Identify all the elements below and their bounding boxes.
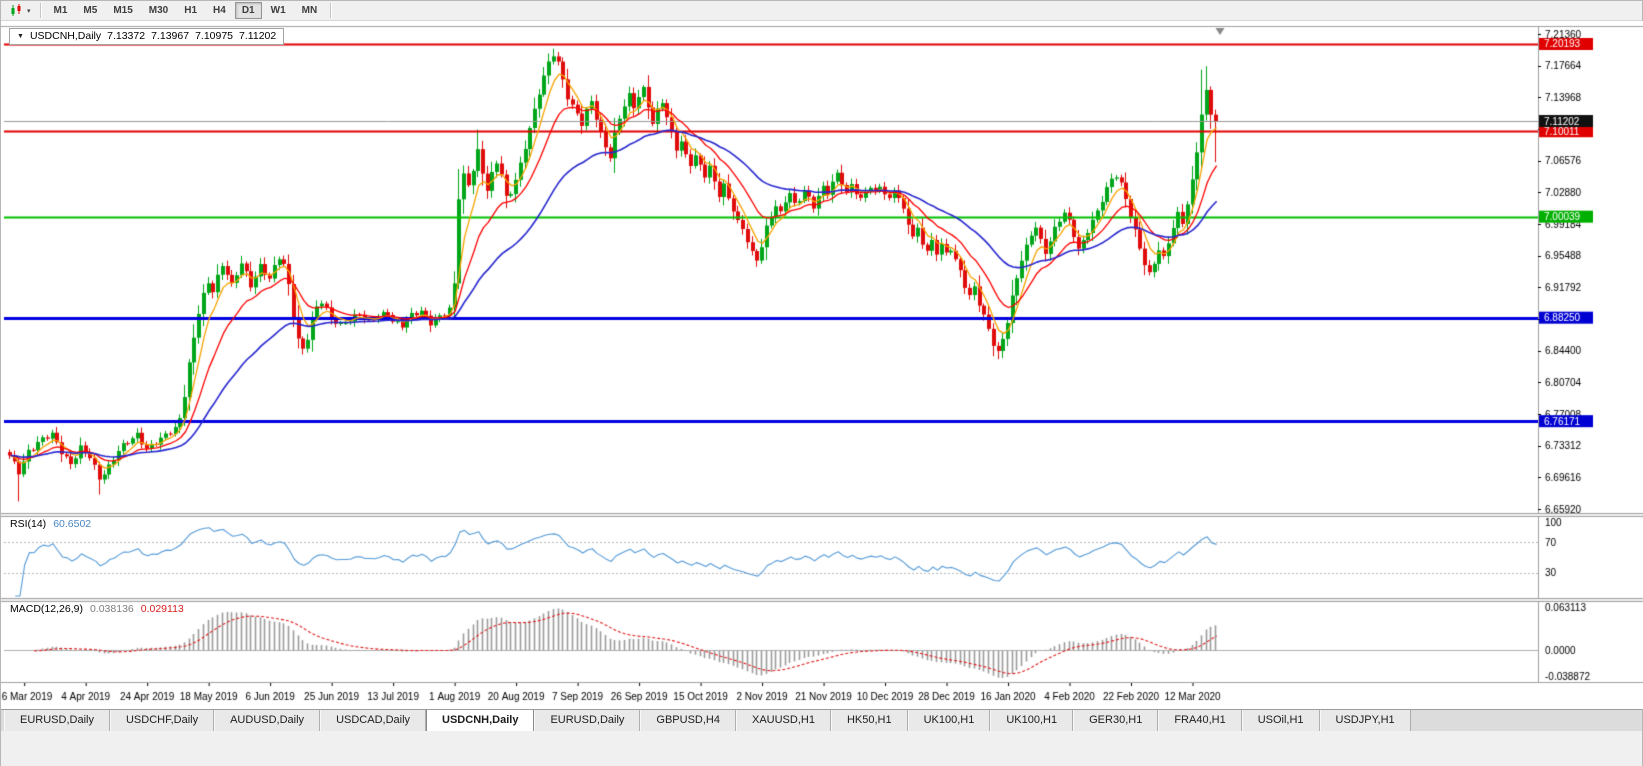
- macd-main-value: 0.038136: [89, 603, 134, 615]
- close-value: 7.11202: [239, 30, 277, 42]
- chart-tab[interactable]: EURUSD,Daily: [534, 710, 641, 731]
- open-value: 7.13372: [107, 30, 146, 42]
- rsi-value: 60.6502: [53, 518, 92, 530]
- timeframe-button[interactable]: M5: [76, 2, 104, 19]
- rsi-label: RSI(14) 60.6502: [10, 518, 91, 530]
- chart-tab[interactable]: USOil,H1: [1241, 710, 1320, 731]
- chart-type-button[interactable]: ▾: [5, 2, 35, 20]
- toolbar-separator: [330, 3, 332, 18]
- status-area: [1, 731, 1642, 766]
- chart-title: ▼ USDCNH,Daily 7.13372 7.13967 7.10975 7…: [9, 28, 285, 45]
- chart-tab[interactable]: USDCAD,Daily: [320, 710, 427, 731]
- timeframe-button[interactable]: MN: [295, 2, 325, 19]
- low-value: 7.10975: [195, 30, 234, 42]
- timeframe-toolbar: ▾ M1 M5 M15 M30 H1 H4 D1 W1 MN: [1, 1, 1642, 21]
- timeframe-button[interactable]: M15: [106, 2, 139, 19]
- symbol-dropdown-caret[interactable]: ▼: [17, 32, 24, 40]
- chart-tab[interactable]: GBPUSD,H4: [640, 710, 736, 731]
- macd-name: MACD(12,26,9): [10, 603, 83, 615]
- caret-down-icon: ▾: [27, 7, 31, 15]
- chart-tab[interactable]: HK50,H1: [830, 710, 908, 731]
- chart-tab[interactable]: AUDUSD,Daily: [214, 710, 321, 731]
- timeframe-group: M1 M5 M15 M30 H1 H4 D1 W1 MN: [46, 2, 326, 19]
- price-chart-canvas[interactable]: [1, 21, 1643, 709]
- chart-tab[interactable]: USDCNH,Daily: [426, 710, 535, 731]
- timeframe-button[interactable]: D1: [234, 2, 262, 19]
- chart-tab[interactable]: FRA40,H1: [1158, 710, 1242, 731]
- macd-label: MACD(12,26,9) 0.038136 0.029113: [10, 603, 184, 615]
- chart-tab[interactable]: USDJPY,H1: [1319, 710, 1411, 731]
- chart-tab[interactable]: UK100,H1: [907, 710, 991, 731]
- chart-tab[interactable]: UK100,H1: [990, 710, 1074, 731]
- candlestick-chart-icon: [11, 4, 21, 16]
- timeframe-button[interactable]: M1: [47, 2, 75, 19]
- chart-tab[interactable]: GER30,H1: [1073, 710, 1159, 731]
- chart-tab[interactable]: USDCHF,Daily: [109, 710, 215, 731]
- macd-signal-value: 0.029113: [140, 603, 184, 615]
- chart-tab[interactable]: EURUSD,Daily: [4, 710, 110, 731]
- timeframe-button[interactable]: H4: [206, 2, 233, 19]
- symbol-period-label: USDCNH,Daily: [29, 30, 102, 42]
- timeframe-button[interactable]: M30: [142, 2, 175, 19]
- rsi-name: RSI(14): [10, 518, 47, 530]
- toolbar-separator: [39, 3, 41, 18]
- chart-tab[interactable]: XAUUSD,H1: [735, 710, 831, 731]
- high-value: 7.13967: [151, 30, 190, 42]
- timeframe-button[interactable]: W1: [264, 2, 293, 19]
- timeframe-button[interactable]: H1: [177, 2, 204, 19]
- chart-tab-bar: EURUSD,Daily USDCHF,Daily AUDUSD,Daily USDC…: [1, 709, 1642, 731]
